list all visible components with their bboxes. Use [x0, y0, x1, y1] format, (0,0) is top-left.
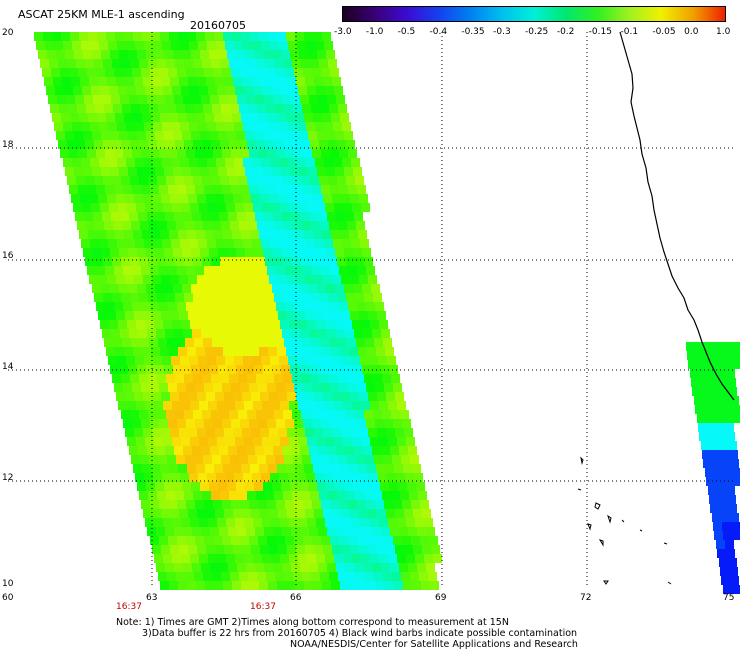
colorbar-label-8: -0.15	[588, 27, 612, 37]
colorbar	[342, 6, 726, 22]
colorbar-label-6: -0.25	[525, 27, 549, 37]
colorbar-label-7: -0.2	[556, 27, 575, 37]
colorbar-label-2: -0.5	[397, 27, 416, 37]
islands	[577, 456, 672, 585]
chart-date: 20160705	[190, 19, 246, 32]
note-line-3: NOAA/NESDIS/Center for Satellite Applica…	[290, 639, 578, 650]
x-tick-63: 63	[146, 593, 158, 603]
colorbar-label-11: 0.0	[684, 27, 699, 37]
y-tick-18: 18	[2, 140, 14, 150]
coastline	[619, 31, 735, 401]
x-tick-69: 69	[435, 593, 447, 603]
time-label-2: 16:37	[250, 602, 276, 612]
colorbar-label-9: -0.1	[620, 27, 639, 37]
satellite-swath	[34, 32, 442, 590]
note-line-2: 3)Data buffer is 22 hrs from 20160705 4)…	[142, 628, 578, 639]
x-tick-66: 66	[290, 593, 302, 603]
colorbar-label-5: -0.3	[493, 27, 511, 37]
y-tick-10: 10	[2, 579, 14, 589]
y-tick-20: 20	[2, 28, 14, 38]
chart-title: ASCAT 25KM MLE-1 ascending	[18, 8, 185, 21]
note-line-1: Note: 1) Times are GMT 2)Times along bot…	[116, 617, 509, 628]
colorbar-label-0: -3.0	[334, 27, 352, 37]
time-label-1: 16:37	[116, 602, 142, 612]
x-tick-60: 60	[2, 593, 14, 603]
colorbar-label-4: -0.35	[461, 27, 485, 37]
x-tick-75: 75	[723, 593, 735, 603]
y-tick-16: 16	[2, 251, 14, 261]
y-tick-12: 12	[2, 473, 14, 483]
lat-lon-grid	[8, 32, 734, 588]
coastal-swath	[686, 342, 740, 594]
y-tick-14: 14	[2, 362, 14, 372]
colorbar-label-3: -0.4	[429, 27, 448, 37]
colorbar-label-12: 1.0	[716, 27, 731, 37]
colorbar-label-1: -1.0	[365, 27, 384, 37]
colorbar-label-10: -0.05	[652, 27, 676, 37]
x-tick-72: 72	[580, 593, 592, 603]
